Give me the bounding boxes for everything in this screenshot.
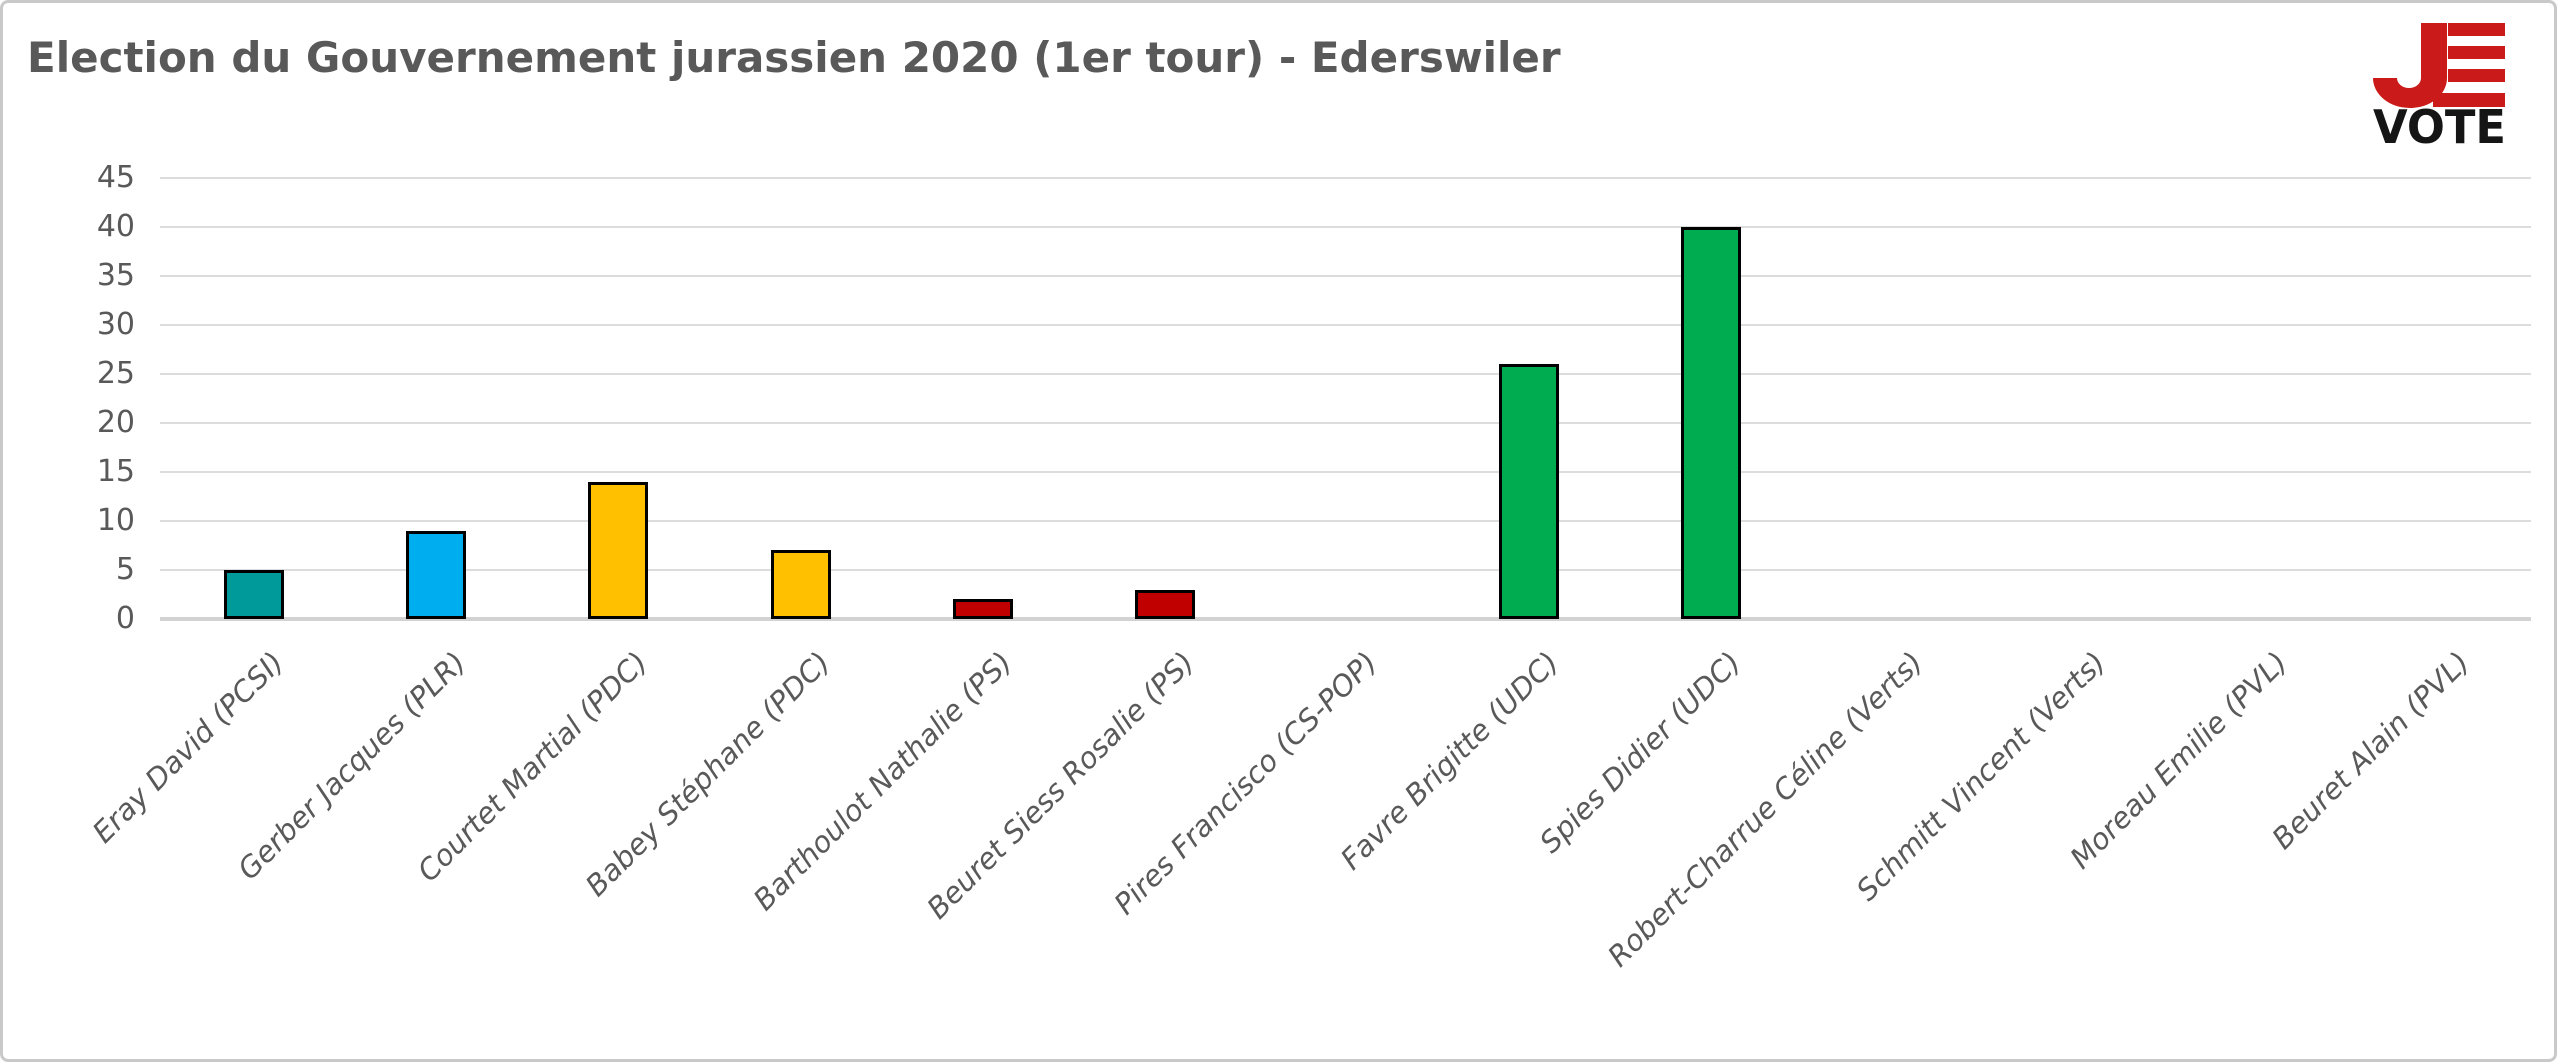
bar — [1499, 364, 1560, 619]
vote-text: VOTE — [2373, 100, 2506, 149]
bar-chart: 0 5 10 15 20 25 30 35 40 45 Eray David (PCSI) Gerbe… — [3, 3, 2554, 1059]
x-axis-line — [160, 617, 2531, 621]
y-tick-label: 25 — [96, 356, 135, 391]
bar — [952, 599, 1013, 619]
gridline — [160, 226, 2531, 228]
y-tick-label: 0 — [115, 601, 135, 636]
je-vote-logo-graphic: VOTE — [2373, 23, 2506, 154]
gridline — [160, 471, 2531, 473]
je-vote-logo: VOTE — [2373, 21, 2508, 154]
gridline — [160, 275, 2531, 277]
e-stripe-bottom — [2433, 93, 2505, 107]
x-category-label: Robert-Charrue Céline (Verts) — [1601, 645, 1930, 974]
y-tick-label: 45 — [96, 160, 135, 195]
bar — [1681, 227, 1742, 619]
y-tick-label: 40 — [96, 209, 135, 244]
y-tick-label: 20 — [96, 405, 135, 440]
je-monogram — [2373, 23, 2505, 108]
e-stripe-top — [2448, 23, 2505, 36]
chart-title: Election du Gouvernement jurassien 2020 … — [27, 33, 1561, 82]
e-stripe-middle — [2448, 46, 2505, 59]
gridline — [160, 373, 2531, 375]
bar — [770, 550, 831, 619]
x-category-label: Eray David (PCSI) — [85, 645, 291, 850]
gridline — [160, 422, 2531, 424]
x-category-label: Spies Didier (UDC) — [1532, 645, 1748, 860]
x-category-label: Beuret Alain (PVL) — [2265, 645, 2476, 856]
y-tick-label: 5 — [115, 552, 135, 587]
bar — [406, 530, 467, 619]
gridline — [160, 569, 2531, 571]
gridline — [160, 520, 2531, 522]
gridline — [160, 177, 2531, 179]
bar — [588, 481, 649, 619]
y-tick-label: 30 — [96, 307, 135, 342]
e-stripe-lower — [2448, 69, 2505, 82]
y-tick-label: 10 — [96, 503, 135, 538]
bar — [224, 570, 285, 619]
y-tick-label: 15 — [96, 454, 135, 489]
j-glyph — [2373, 23, 2447, 108]
gridline — [160, 324, 2531, 326]
y-tick-label: 35 — [96, 258, 135, 293]
bar — [1134, 589, 1195, 619]
